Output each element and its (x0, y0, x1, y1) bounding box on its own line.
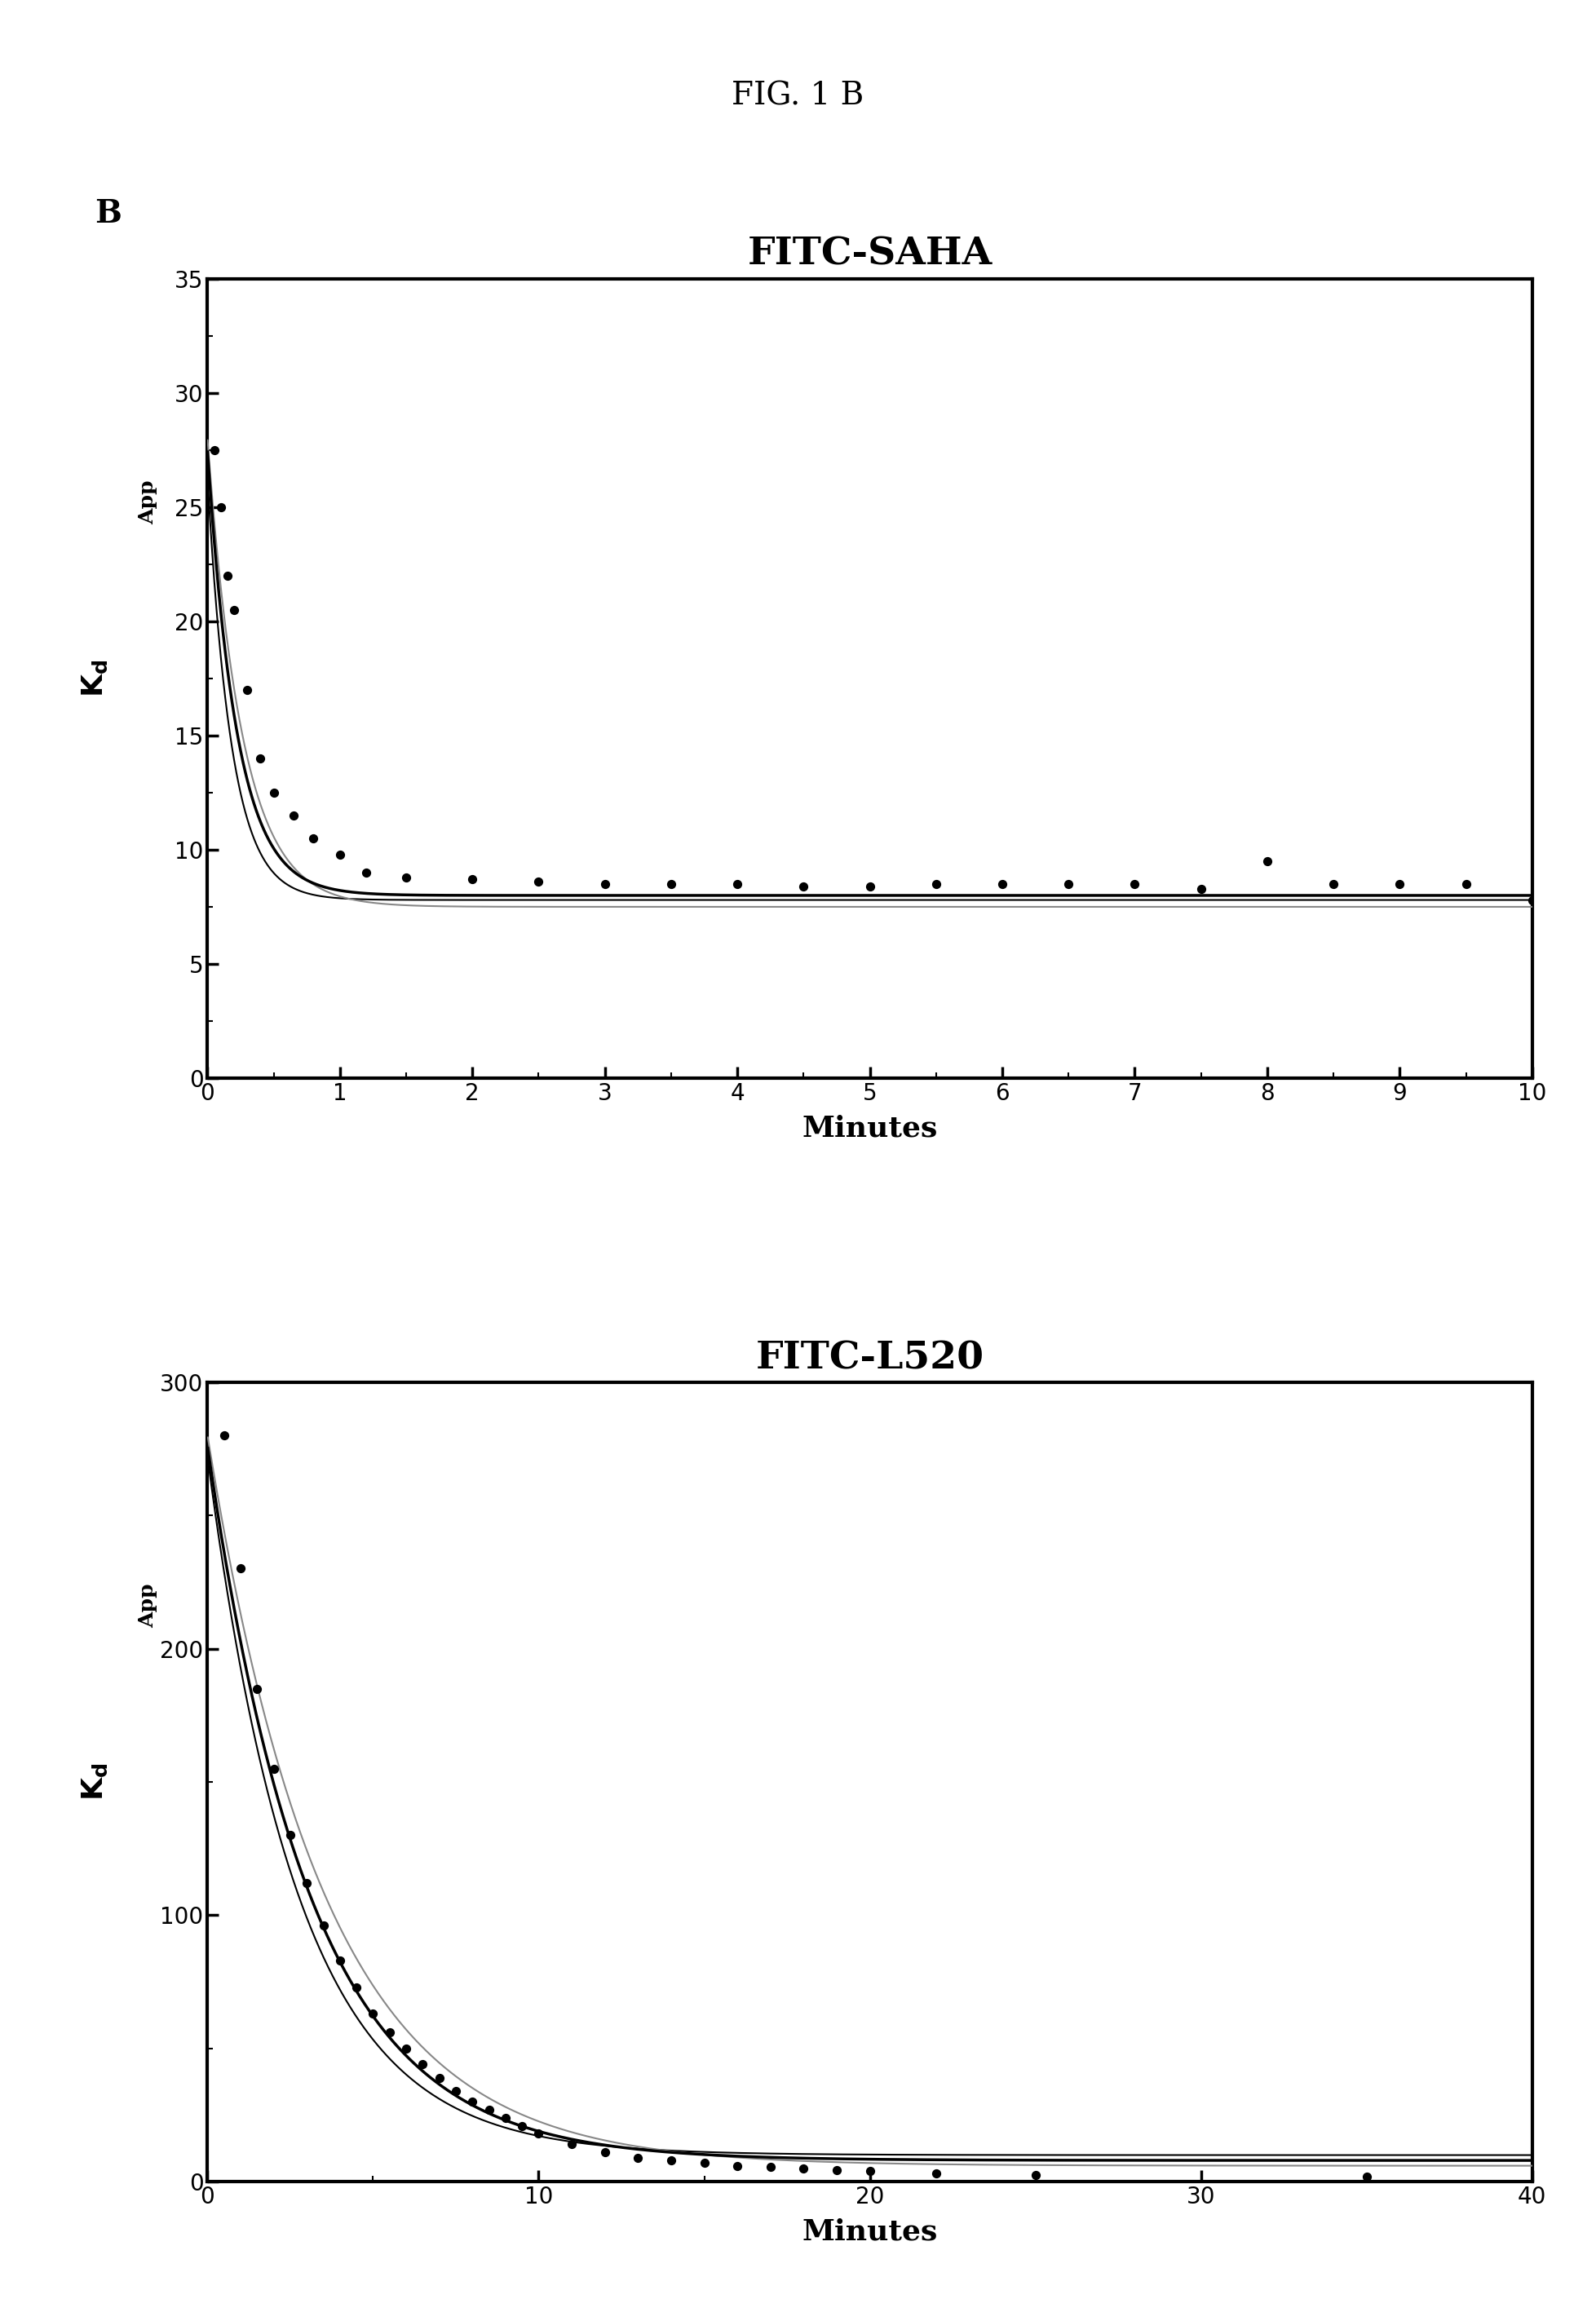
Point (377, 2015, 402, 2052)
Point (476, 2091, 501, 2128)
Text: $\mathbf{K_d}$: $\mathbf{K_d}$ (80, 659, 109, 696)
Point (354, 854, 380, 891)
X-axis label: Minutes: Minutes (801, 1114, 938, 1142)
Point (592, 2133, 618, 2170)
Point (394, 859, 420, 896)
Title: FITC-SAHA: FITC-SAHA (747, 234, 993, 274)
Point (924, 2156, 950, 2193)
Point (1057, 866, 1082, 903)
Point (394, 2031, 420, 2068)
Point (493, 2098, 519, 2135)
Point (1353, 2159, 1379, 2196)
Point (659, 2142, 685, 2179)
Point (222, 592, 247, 629)
Point (300, 819, 326, 856)
Point (691, 2145, 717, 2182)
Text: $\mathbf{K_d}$: $\mathbf{K_d}$ (80, 1764, 109, 1801)
Point (444, 2073, 469, 2110)
Point (262, 1750, 287, 1787)
Point (1454, 866, 1479, 903)
Point (725, 2147, 750, 2184)
Point (1189, 870, 1215, 908)
Point (527, 863, 552, 901)
Point (426, 2059, 452, 2096)
Point (509, 2107, 535, 2145)
Point (235, 671, 260, 708)
Point (278, 1817, 303, 1854)
Point (559, 2126, 584, 2163)
Point (207, 487, 233, 525)
Point (990, 866, 1015, 903)
Title: FITC-L520: FITC-L520 (755, 1339, 985, 1376)
Point (659, 866, 685, 903)
Point (214, 557, 239, 594)
Point (311, 1908, 337, 1945)
Point (1519, 882, 1545, 919)
Point (410, 2045, 436, 2082)
Point (924, 866, 950, 903)
Point (244, 1671, 270, 1708)
Point (725, 866, 750, 903)
Point (1321, 866, 1347, 903)
Point (857, 868, 883, 905)
Point (824, 2152, 849, 2189)
Point (1254, 843, 1280, 880)
Point (361, 1996, 386, 2033)
Text: App: App (139, 1583, 158, 1629)
Point (1387, 866, 1412, 903)
Point (327, 836, 353, 873)
Point (262, 773, 287, 810)
Text: App: App (139, 480, 158, 525)
Point (228, 1550, 254, 1588)
X-axis label: Minutes: Minutes (801, 2217, 938, 2244)
Point (792, 868, 817, 905)
Point (527, 2114, 552, 2152)
Text: B: B (94, 200, 121, 230)
Point (201, 432, 227, 469)
Point (1122, 866, 1148, 903)
Point (281, 796, 306, 833)
Point (211, 1416, 236, 1453)
Point (327, 1943, 353, 1980)
Point (758, 2149, 784, 2186)
Point (592, 866, 618, 903)
Point (626, 2140, 651, 2177)
Point (294, 1864, 319, 1901)
Point (792, 2149, 817, 2186)
Point (343, 1968, 369, 2005)
Point (247, 740, 273, 778)
Point (1023, 2156, 1049, 2193)
Point (857, 2152, 883, 2189)
Point (460, 861, 485, 898)
Point (460, 2084, 485, 2121)
Text: FIG. 1 B: FIG. 1 B (733, 81, 863, 111)
